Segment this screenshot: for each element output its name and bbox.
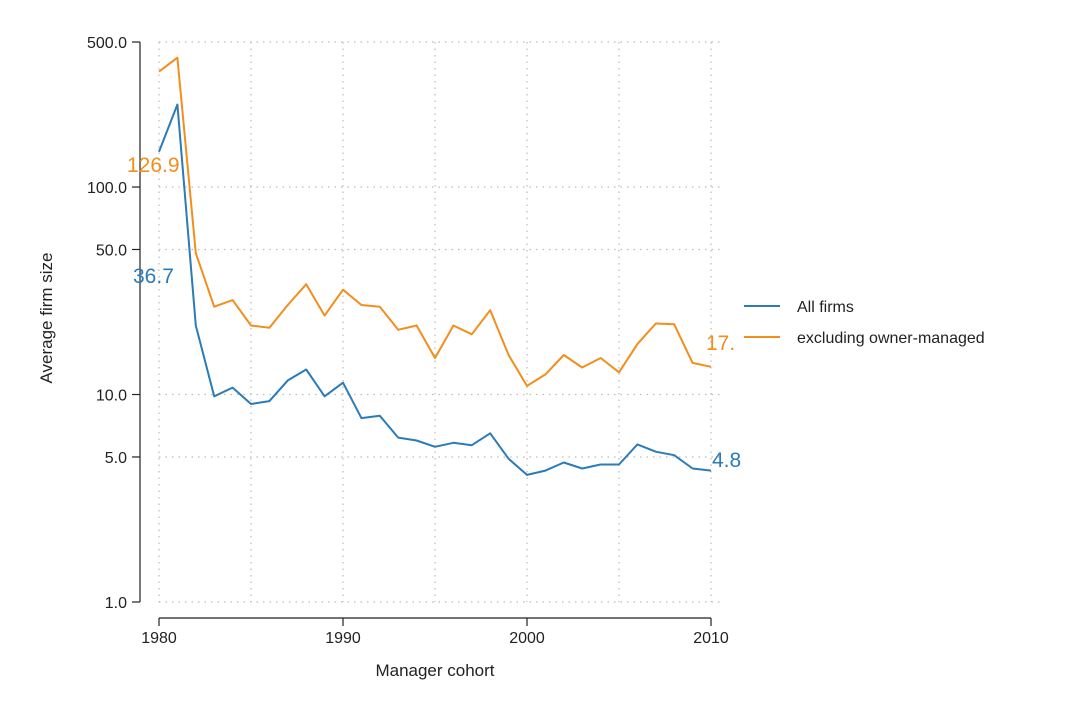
series-line-all-firms	[158, 103, 712, 476]
y-tick-label: 1.0	[105, 595, 127, 612]
y-tick-label: 500.0	[87, 35, 127, 52]
end-label: 17.	[706, 332, 735, 355]
y-tick-label: 100.0	[87, 180, 127, 197]
y-axis-title: Average firm size	[37, 252, 56, 383]
end-label: 126.9	[127, 154, 180, 177]
end-label: 36.7	[133, 265, 174, 288]
x-tick-label: 2010	[693, 630, 729, 647]
x-tick-label: 1990	[325, 630, 361, 647]
x-tick-label: 2000	[509, 630, 545, 647]
y-tick-label: 10.0	[96, 388, 127, 405]
grid-lines	[158, 41, 723, 603]
x-tick-label: 1980	[141, 630, 177, 647]
y-tick-label: 50.0	[96, 242, 127, 259]
series-layer	[158, 56, 712, 476]
axes	[139, 42, 711, 619]
y-tick-label: 5.0	[105, 450, 127, 467]
legend: All firms excluding owner-managed	[744, 299, 985, 347]
y-ticks: 1.0 5.0 10.0 50.0 100.0 500.0	[87, 35, 140, 612]
end-label: 4.8	[712, 449, 741, 472]
x-ticks: 1980 1990 2000 2010	[141, 618, 729, 647]
end-labels: 36.7 4.8 126.9 17.	[127, 154, 741, 472]
legend-label-excluding-owner-managed: excluding owner-managed	[797, 330, 985, 347]
x-axis-title: Manager cohort	[375, 661, 494, 680]
series-line-excluding-owner-managed	[158, 56, 712, 387]
legend-label-all-firms: All firms	[797, 299, 854, 316]
